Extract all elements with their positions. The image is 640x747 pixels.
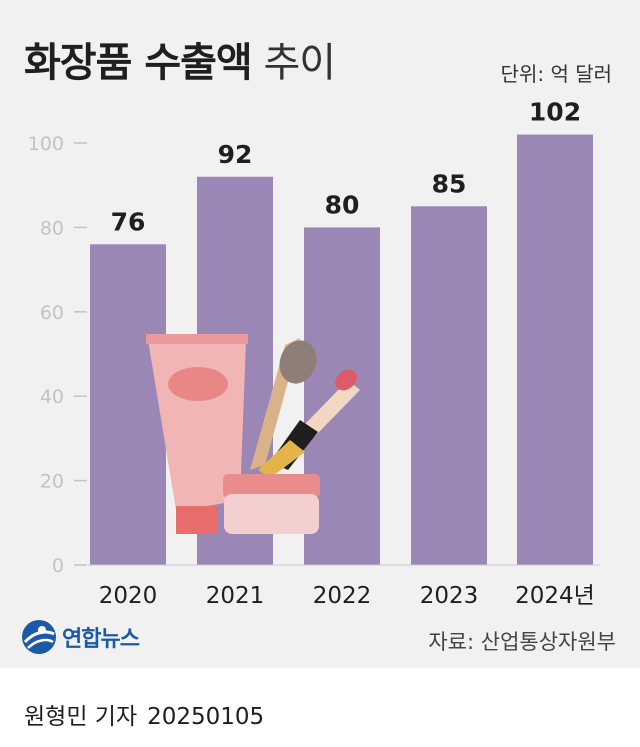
source-label: 자료: 산업통상자원부 (428, 630, 616, 654)
x-tick-label: 2020 (99, 583, 158, 609)
data-label: 80 (325, 190, 360, 219)
compact-icon (224, 494, 319, 534)
y-tick-label: 100 (28, 133, 64, 155)
author: 원형민 기자 (24, 704, 138, 730)
x-tick-label: 2024년 (515, 583, 595, 609)
logo-text: 연합뉴스 (62, 627, 140, 652)
x-tick-label: 2022 (313, 583, 372, 609)
tube-cap (176, 506, 218, 534)
y-tick-label: 60 (40, 302, 64, 324)
title-bold: 화장품 수출액 (24, 40, 253, 86)
y-tick-label: 40 (40, 386, 64, 408)
lipstick-tip-icon (335, 369, 357, 391)
tube-label (168, 367, 228, 401)
compact-lid (223, 474, 320, 498)
bar-chart: 0 20 40 60 80 100 76 2020 92 2021 80 2022 85 2023 102 2… (28, 98, 600, 609)
chart-title: 화장품 수출액 추이 (24, 30, 336, 88)
y-tick-label: 80 (40, 217, 64, 239)
data-label: 76 (111, 207, 146, 236)
bar (90, 244, 166, 565)
bar (517, 134, 593, 565)
data-label: 102 (529, 98, 581, 127)
title-light: 추이 (263, 40, 336, 86)
chart-card: 화장품 수출액 추이 단위: 억 달러 0 20 40 60 80 100 76 2020 92… (0, 0, 640, 668)
x-tick-label: 2021 (206, 583, 265, 609)
yonhap-logo: 연합뉴스 (20, 618, 140, 656)
lipstick-gold (258, 440, 305, 478)
date: 20250105 (147, 704, 265, 730)
tube-rim (146, 334, 248, 344)
y-tick-label: 0 (52, 555, 64, 577)
data-label: 85 (432, 169, 467, 198)
byline: 원형민 기자 20250105 (24, 697, 264, 731)
y-tick-label: 20 (40, 471, 64, 493)
yonhap-globe-icon (22, 620, 56, 654)
unit-label: 단위: 억 달러 (500, 62, 612, 86)
data-label: 92 (218, 140, 253, 169)
x-tick-label: 2023 (420, 583, 479, 609)
cosmetics-illustration (146, 334, 360, 534)
bar (411, 206, 487, 566)
brush-head-icon (279, 340, 317, 384)
